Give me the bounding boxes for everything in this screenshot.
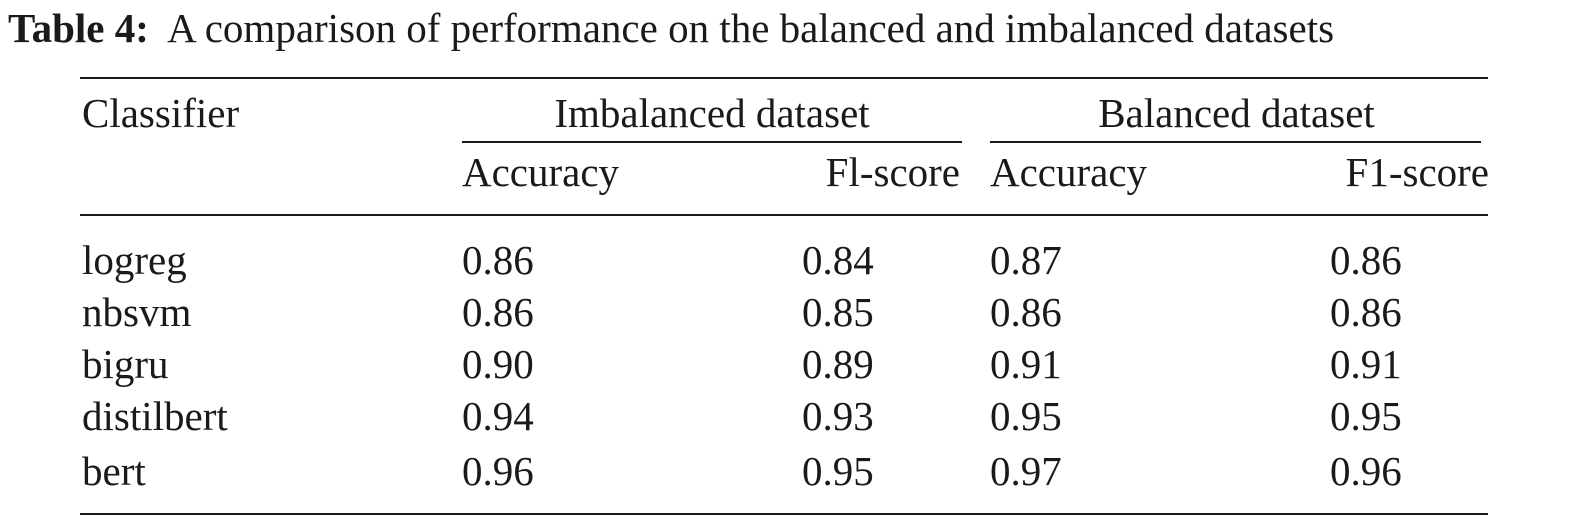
column-header-imbalanced-accuracy: Accuracy bbox=[462, 149, 620, 195]
group-header-imbalanced: Imbalanced dataset bbox=[554, 90, 870, 136]
header-classifier: Classifier bbox=[82, 90, 240, 136]
row-classifier-name: bigru bbox=[82, 341, 169, 387]
row-classifier-name: distilbert bbox=[82, 393, 228, 439]
column-header-balanced-accuracy: Accuracy bbox=[990, 149, 1148, 195]
column-header-imbalanced-f1: Fl-score bbox=[825, 149, 960, 195]
table-value-cell: 0.96 bbox=[462, 448, 534, 494]
table-value-cell: 0.91 bbox=[990, 341, 1062, 387]
table-value-cell: 0.95 bbox=[802, 448, 874, 494]
table-caption-text: A comparison of performance on the balan… bbox=[167, 5, 1335, 51]
table-value-cell: 0.95 bbox=[1330, 393, 1402, 439]
group-rule-imbalanced bbox=[462, 141, 962, 143]
table-value-cell: 0.85 bbox=[802, 289, 874, 335]
table-value-cell: 0.86 bbox=[462, 289, 534, 335]
table-value-cell: 0.86 bbox=[990, 289, 1062, 335]
table-value-cell: 0.93 bbox=[802, 393, 874, 439]
group-rule-balanced bbox=[990, 141, 1481, 143]
row-classifier-name: nbsvm bbox=[82, 289, 192, 335]
table-value-cell: 0.90 bbox=[462, 341, 534, 387]
table-value-cell: 0.84 bbox=[802, 237, 874, 283]
table-value-cell: 0.95 bbox=[990, 393, 1062, 439]
group-header-balanced: Balanced dataset bbox=[1098, 90, 1375, 136]
table-caption-label: Table 4: bbox=[8, 5, 149, 51]
table-value-cell: 0.86 bbox=[1330, 289, 1402, 335]
table-value-cell: 0.96 bbox=[1330, 448, 1402, 494]
table-value-cell: 0.86 bbox=[1330, 237, 1402, 283]
table-value-cell: 0.86 bbox=[462, 237, 534, 283]
table-caption: Table 4: A comparison of performance on … bbox=[8, 4, 1334, 52]
row-classifier-name: logreg bbox=[82, 237, 187, 283]
table-value-cell: 0.94 bbox=[462, 393, 534, 439]
table-value-cell: 0.87 bbox=[990, 237, 1062, 283]
table-value-cell: 0.89 bbox=[802, 341, 874, 387]
top-rule bbox=[80, 77, 1488, 79]
table-value-cell: 0.97 bbox=[990, 448, 1062, 494]
table-value-cell: 0.91 bbox=[1330, 341, 1402, 387]
row-classifier-name: bert bbox=[82, 448, 146, 494]
header-rule bbox=[80, 214, 1488, 216]
column-header-balanced-f1: F1-score bbox=[1345, 149, 1489, 195]
bottom-rule bbox=[80, 513, 1488, 515]
